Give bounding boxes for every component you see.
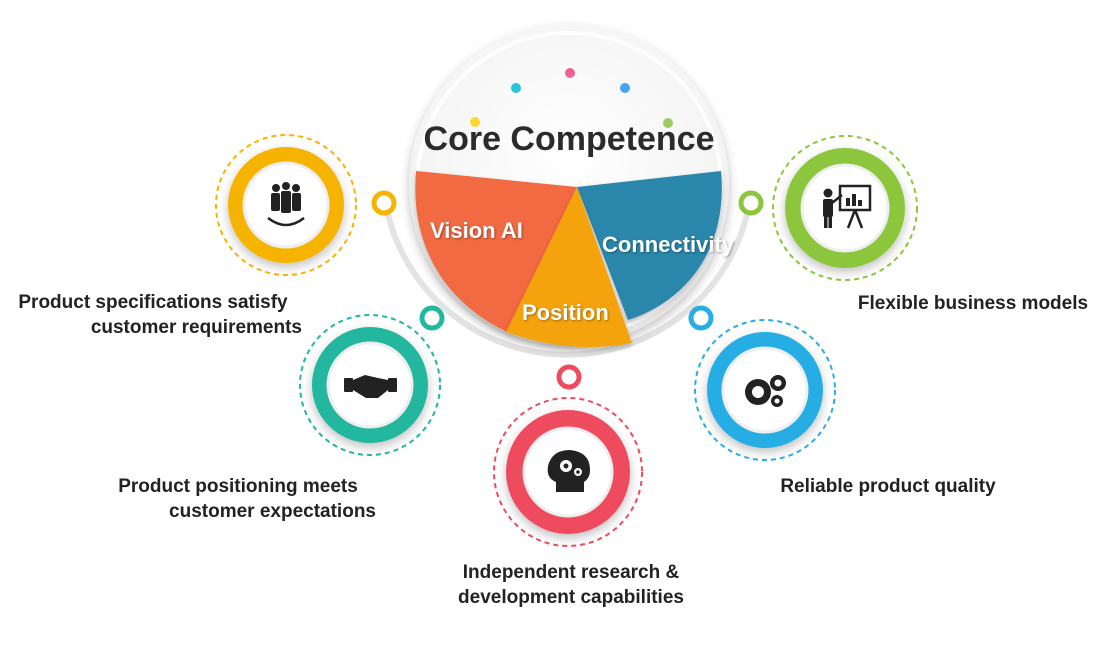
label-positioning-line2: customer expectations xyxy=(169,501,376,522)
brain-gears-icon xyxy=(547,450,590,492)
node-business-dashed-ring xyxy=(772,135,918,281)
label-business-line1: Flexible business models xyxy=(857,293,1089,314)
label-research: Independent research & development capab… xyxy=(438,560,704,610)
diagram-title: Core Competence xyxy=(423,120,715,158)
node-research xyxy=(493,397,643,547)
handshake-icon xyxy=(344,375,397,398)
connector-ring-teal xyxy=(419,305,445,331)
presentation-icon xyxy=(823,184,872,229)
node-positioning-dashed-ring xyxy=(299,314,441,456)
connector-ring-red xyxy=(556,364,582,390)
label-research-line2: development capabilities xyxy=(458,587,684,608)
connector-ring-yellow xyxy=(371,190,397,216)
connector-rings xyxy=(371,190,764,390)
segment-label-connectivity: Connectivity xyxy=(602,232,735,257)
node-quality xyxy=(694,319,836,461)
track-arc xyxy=(382,199,753,358)
dot-yellow xyxy=(470,117,480,127)
decorative-dots xyxy=(470,68,673,128)
segment-position xyxy=(506,187,632,348)
label-positioning: Product positioning meets customer expec… xyxy=(100,474,376,524)
label-research-line1: Independent research & xyxy=(462,562,680,583)
connector-ring-blue xyxy=(688,305,714,331)
dot-blue xyxy=(620,83,630,93)
gears-icon xyxy=(745,375,786,407)
node-specs xyxy=(215,134,357,276)
segment-label-position: Position xyxy=(522,300,609,325)
label-business: Flexible business models xyxy=(842,291,1104,316)
connector-ring-green xyxy=(738,190,764,216)
dot-green xyxy=(663,118,673,128)
node-research-dashed-ring xyxy=(493,397,643,547)
node-quality-dashed-ring xyxy=(694,319,836,461)
segment-connectivity xyxy=(577,171,722,320)
label-specs-line1: Product specifications satisfy xyxy=(18,292,288,313)
node-business xyxy=(772,135,918,281)
dot-pink xyxy=(565,68,575,78)
label-specs: Product specifications satisfy customer … xyxy=(4,290,302,340)
segment-label-vision-ai: Vision AI xyxy=(430,218,523,243)
label-specs-line2: customer requirements xyxy=(90,317,302,338)
label-quality-line1: Reliable product quality xyxy=(780,476,996,497)
label-positioning-line1: Product positioning meets xyxy=(118,476,358,497)
segment-vision-ai xyxy=(415,171,577,332)
label-quality: Reliable product quality xyxy=(756,474,1020,499)
node-specs-dashed-ring xyxy=(215,134,357,276)
dot-teal xyxy=(511,83,521,93)
team-icon xyxy=(267,182,305,227)
node-positioning xyxy=(299,314,441,456)
